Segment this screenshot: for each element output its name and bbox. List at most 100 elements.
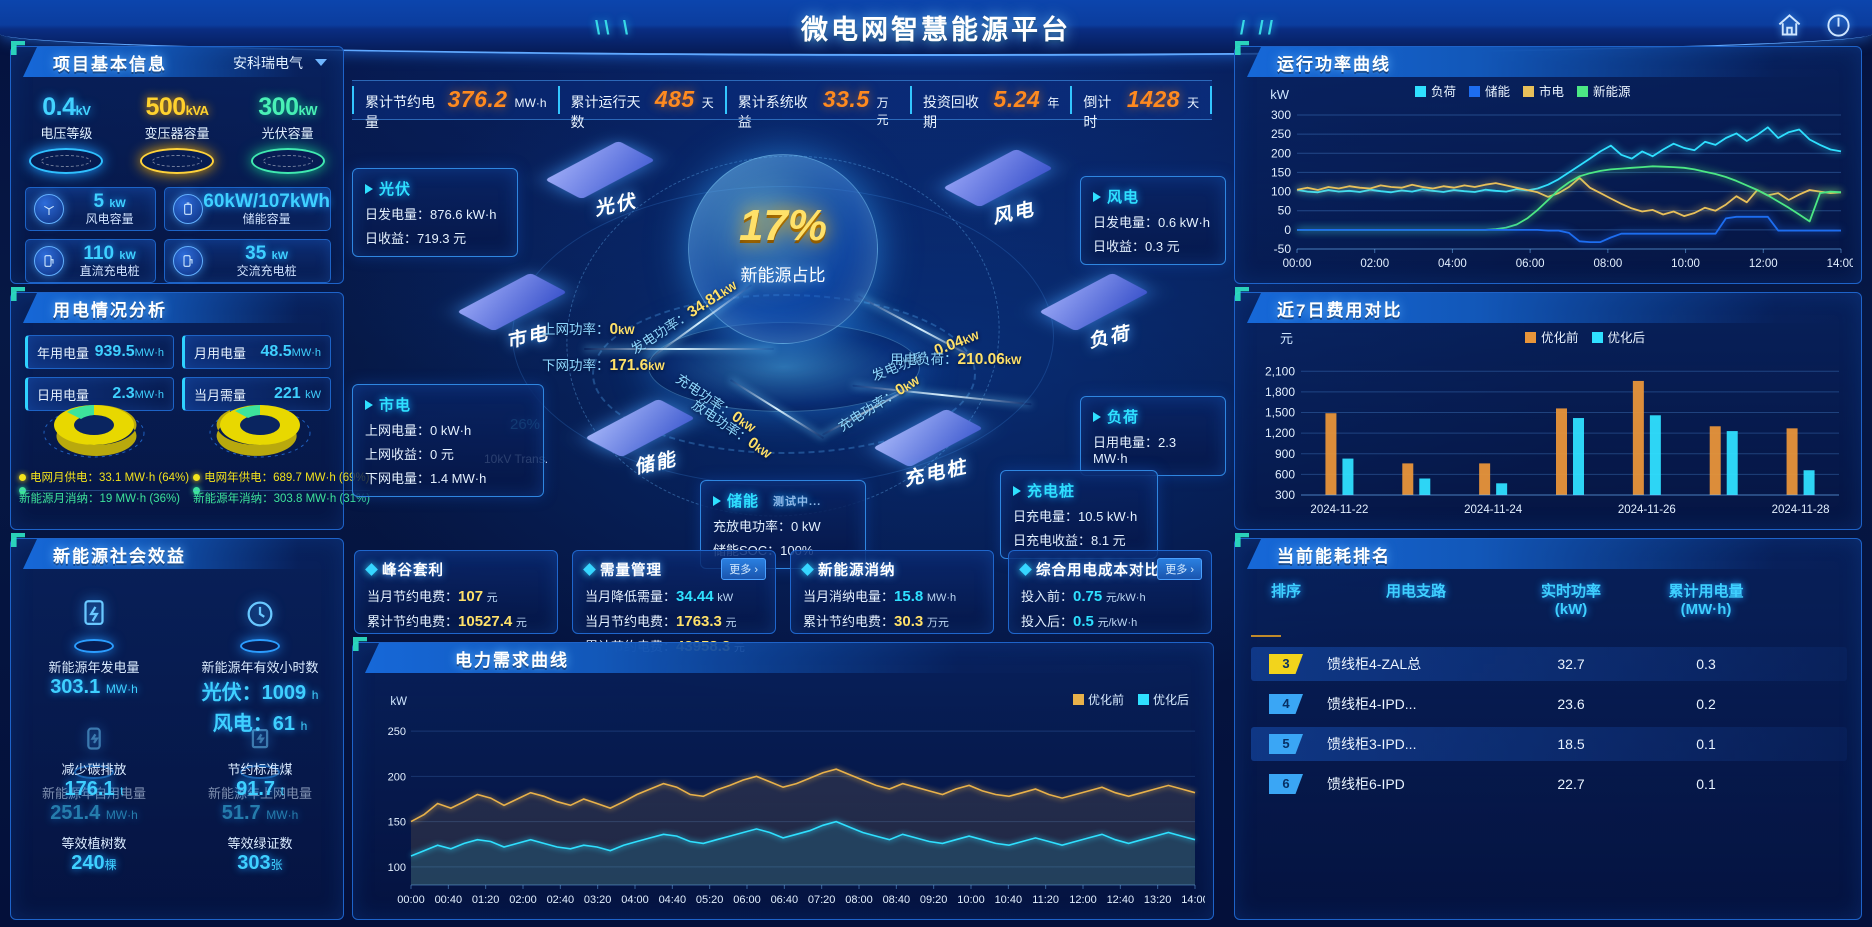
svg-text:0: 0: [1284, 223, 1291, 237]
legend-before: 优化前: [1072, 691, 1124, 708]
svg-text:02:40: 02:40: [547, 894, 575, 906]
battery-bolt-icon: [67, 723, 121, 779]
info-card-pv: 光伏 日发电量：876.6 kW·h 日收益：719.3 元: [352, 168, 518, 257]
table-row[interactable]: 3 馈线柜4-ZAL总 32.7 0.3: [1251, 647, 1847, 681]
svg-text:200: 200: [1271, 146, 1291, 160]
demand-more-button[interactable]: 更多 ›: [721, 558, 766, 580]
svg-text:06:40: 06:40: [771, 894, 799, 906]
ranking-rows: 3 馈线柜4-ZAL总 32.7 0.3 4 馈线柜4-IPD... 23.6 0.2 5 馈线柜…: [1251, 647, 1847, 807]
header-slash-left: \\ \: [595, 18, 633, 39]
stat-system-revenue: 累计系统收益 33.5 万元: [724, 86, 910, 130]
info-card-charger: 充电桩 日充电量：10.5 kW·h 日充电收益：8.1 元: [1000, 470, 1158, 559]
demand-curve-chart: kW 100 150 200 250 00:00 00:40 01:20 02:00 02:40 0…: [363, 677, 1209, 909]
accumulated-energy: 0.1: [1696, 736, 1716, 752]
mini-wind-capacity: 5 kW 风电容量: [25, 187, 157, 231]
power-curve-title: 运行功率曲线: [1247, 47, 1861, 77]
branch-name: 馈线柜6-IPD: [1327, 776, 1405, 792]
cost-compare-chart: 元 300 600 900 1,200 1,500 1,800 2,100 2024-11-22…: [1245, 327, 1851, 519]
col-power: 实时功率 (kW): [1540, 583, 1601, 618]
social-benefit-panel: 新能源社会效益 新能源年发电量 303.1 MW·h 新能源年有效小时数 光伏：…: [10, 533, 344, 920]
chevron-down-icon[interactable]: [315, 59, 327, 66]
svg-text:2024-11-28: 2024-11-28: [1772, 504, 1830, 516]
svg-text:10:40: 10:40: [995, 894, 1023, 906]
svg-text:04:00: 04:00: [1438, 258, 1467, 270]
capsule-transformer: 500kVA 变压器容量: [127, 93, 227, 174]
project-selector[interactable]: 安科瑞电气: [233, 55, 303, 71]
svg-text:2024-11-22: 2024-11-22: [1310, 504, 1368, 516]
node-load[interactable]: 负荷: [1038, 272, 1150, 352]
stat-countdown: 倒计时 1428 天: [1070, 86, 1210, 130]
svg-text:05:20: 05:20: [696, 894, 724, 906]
legend-item: 市电: [1523, 81, 1564, 100]
node-charger[interactable]: 充电桩: [872, 408, 984, 491]
benefit-effective-hours: 新能源年有效小时数 光伏：1009 h 风电：61 h: [177, 597, 343, 736]
donut-month: [38, 389, 150, 463]
power-curve-panel: 运行功率曲线 kW -50 0 50 100 150 200 250 300 00:00 02:00…: [1234, 41, 1862, 284]
svg-text:2,100: 2,100: [1265, 364, 1295, 378]
svg-text:04:40: 04:40: [659, 894, 687, 906]
svg-text:250: 250: [1271, 127, 1291, 141]
panel-corner-icon: [11, 287, 25, 301]
node-ess[interactable]: 储能: [584, 398, 696, 478]
svg-text:08:40: 08:40: [883, 894, 911, 906]
svg-text:kW: kW: [390, 696, 407, 708]
svg-text:11:20: 11:20: [1032, 894, 1059, 906]
svg-text:1,800: 1,800: [1265, 385, 1295, 399]
stat-saved-energy: 累计节约电量 376.2 MW·h: [352, 86, 558, 130]
svg-text:900: 900: [1275, 447, 1295, 461]
branch-name: 馈线柜3-IPD...: [1327, 736, 1417, 752]
realtime-power: 23.6: [1557, 696, 1585, 712]
legend-item: 储能: [1469, 81, 1510, 100]
legend-item: 优化后: [1591, 327, 1645, 346]
card-cost-comparison: 综合用电成本对比 更多 › 投入前：0.75 元/kW·h 投入后：0.5 元/…: [1008, 550, 1212, 634]
summary-stats-bar: 累计节约电量 376.2 MW·h 累计运行天数 485 天 累计系统收益 33.5 万元 …: [352, 80, 1212, 130]
energy-ranking-panel: 当前能耗排名 排序 用电支路 实时功率 (kW) 累计用电量 (MW·h) 3 馈线柜…: [1234, 533, 1862, 920]
stat-running-days: 累计运行天数 485 天: [557, 86, 725, 130]
node-pv[interactable]: 光伏: [544, 140, 656, 220]
node-wind[interactable]: 风电: [942, 148, 1054, 228]
usage-month: 月用电量 48.5MW·h: [182, 335, 331, 369]
panel-corner-icon: [1235, 287, 1249, 301]
svg-text:08:00: 08:00: [845, 894, 873, 906]
project-info-title: 项目基本信息: [23, 47, 343, 77]
svg-text:14:00: 14:00: [1827, 258, 1853, 270]
svg-text:02:00: 02:00: [509, 894, 537, 906]
table-row[interactable]: 5 馈线柜3-IPD... 18.5 0.1: [1251, 727, 1847, 761]
cost-more-button[interactable]: 更多 ›: [1157, 558, 1202, 580]
usage-legend: 电网月供电：33.1 MW·h (64%) 电网年供电：689.7 MW·h (…: [19, 469, 371, 505]
svg-text:01:20: 01:20: [472, 894, 500, 906]
table-row[interactable]: 4 馈线柜4-IPD... 23.6 0.2: [1251, 687, 1847, 721]
svg-text:06:00: 06:00: [733, 894, 761, 906]
card-peak-valley-arbitrage: 峰谷套利 当月节约电费：107 元 累计节约电费：10527.4 元: [354, 550, 558, 634]
cost-compare-legend: 优化前 优化后: [1525, 327, 1645, 346]
new-energy-label: 新能源占比: [740, 266, 826, 285]
social-benefit-title: 新能源社会效益: [23, 539, 343, 569]
svg-text:250: 250: [388, 726, 406, 738]
power-curve-legend: 负荷 储能 市电 新能源: [1415, 81, 1631, 100]
power-icon[interactable]: [1825, 12, 1852, 44]
home-icon[interactable]: [1776, 12, 1803, 44]
card-demand-management: 需量管理 更多 › 当月降低需量：34.44 kW 当月节约电费：1763.3 …: [572, 550, 776, 655]
cost-compare-panel: 近7日费用对比 元 300 600 900 1,200 1,500 1,800 2,100 20…: [1234, 287, 1862, 530]
benefit-annual-generation: 新能源年发电量 303.1 MW·h: [11, 597, 177, 736]
rank-badge: 4: [1251, 694, 1321, 714]
table-row[interactable]: 6 馈线柜6-IPD 22.7 0.1: [1251, 767, 1847, 801]
accumulated-energy: 0.2: [1696, 696, 1716, 712]
panel-corner-icon: [353, 637, 367, 651]
demand-legend: 优化前 优化后: [1072, 691, 1189, 708]
col-branch: 用电支路: [1385, 583, 1446, 600]
legend-item: 电网月供电：33.1 MW·h (64%): [19, 469, 189, 485]
flow-grid-import: 下网功率：171.6kW: [542, 357, 665, 374]
benefit-self-consumption: 新能源年自用电量 251.4 MW·h: [11, 723, 177, 825]
legend-item: 新能源月消纳：19 MW·h (36%): [19, 487, 189, 505]
capsule-voltage: 0.4kV 电压等级: [16, 93, 116, 174]
charger-icon: [173, 246, 204, 276]
svg-text:07:20: 07:20: [808, 894, 836, 906]
benefit-carbon-reduction: 减少碳排放 176.1 t: [61, 762, 127, 800]
realtime-power: 18.5: [1557, 736, 1585, 752]
branch-name: 馈线柜4-IPD...: [1327, 696, 1417, 712]
rank-badge: 5: [1251, 734, 1321, 754]
legend-item: 新能源年消纳：303.8 MW·h (31%): [193, 487, 371, 505]
info-card-wind: 风电 日发电量：0.6 kW·h 日收益：0.3 元: [1080, 176, 1226, 265]
legend-item: 负荷: [1415, 81, 1456, 100]
